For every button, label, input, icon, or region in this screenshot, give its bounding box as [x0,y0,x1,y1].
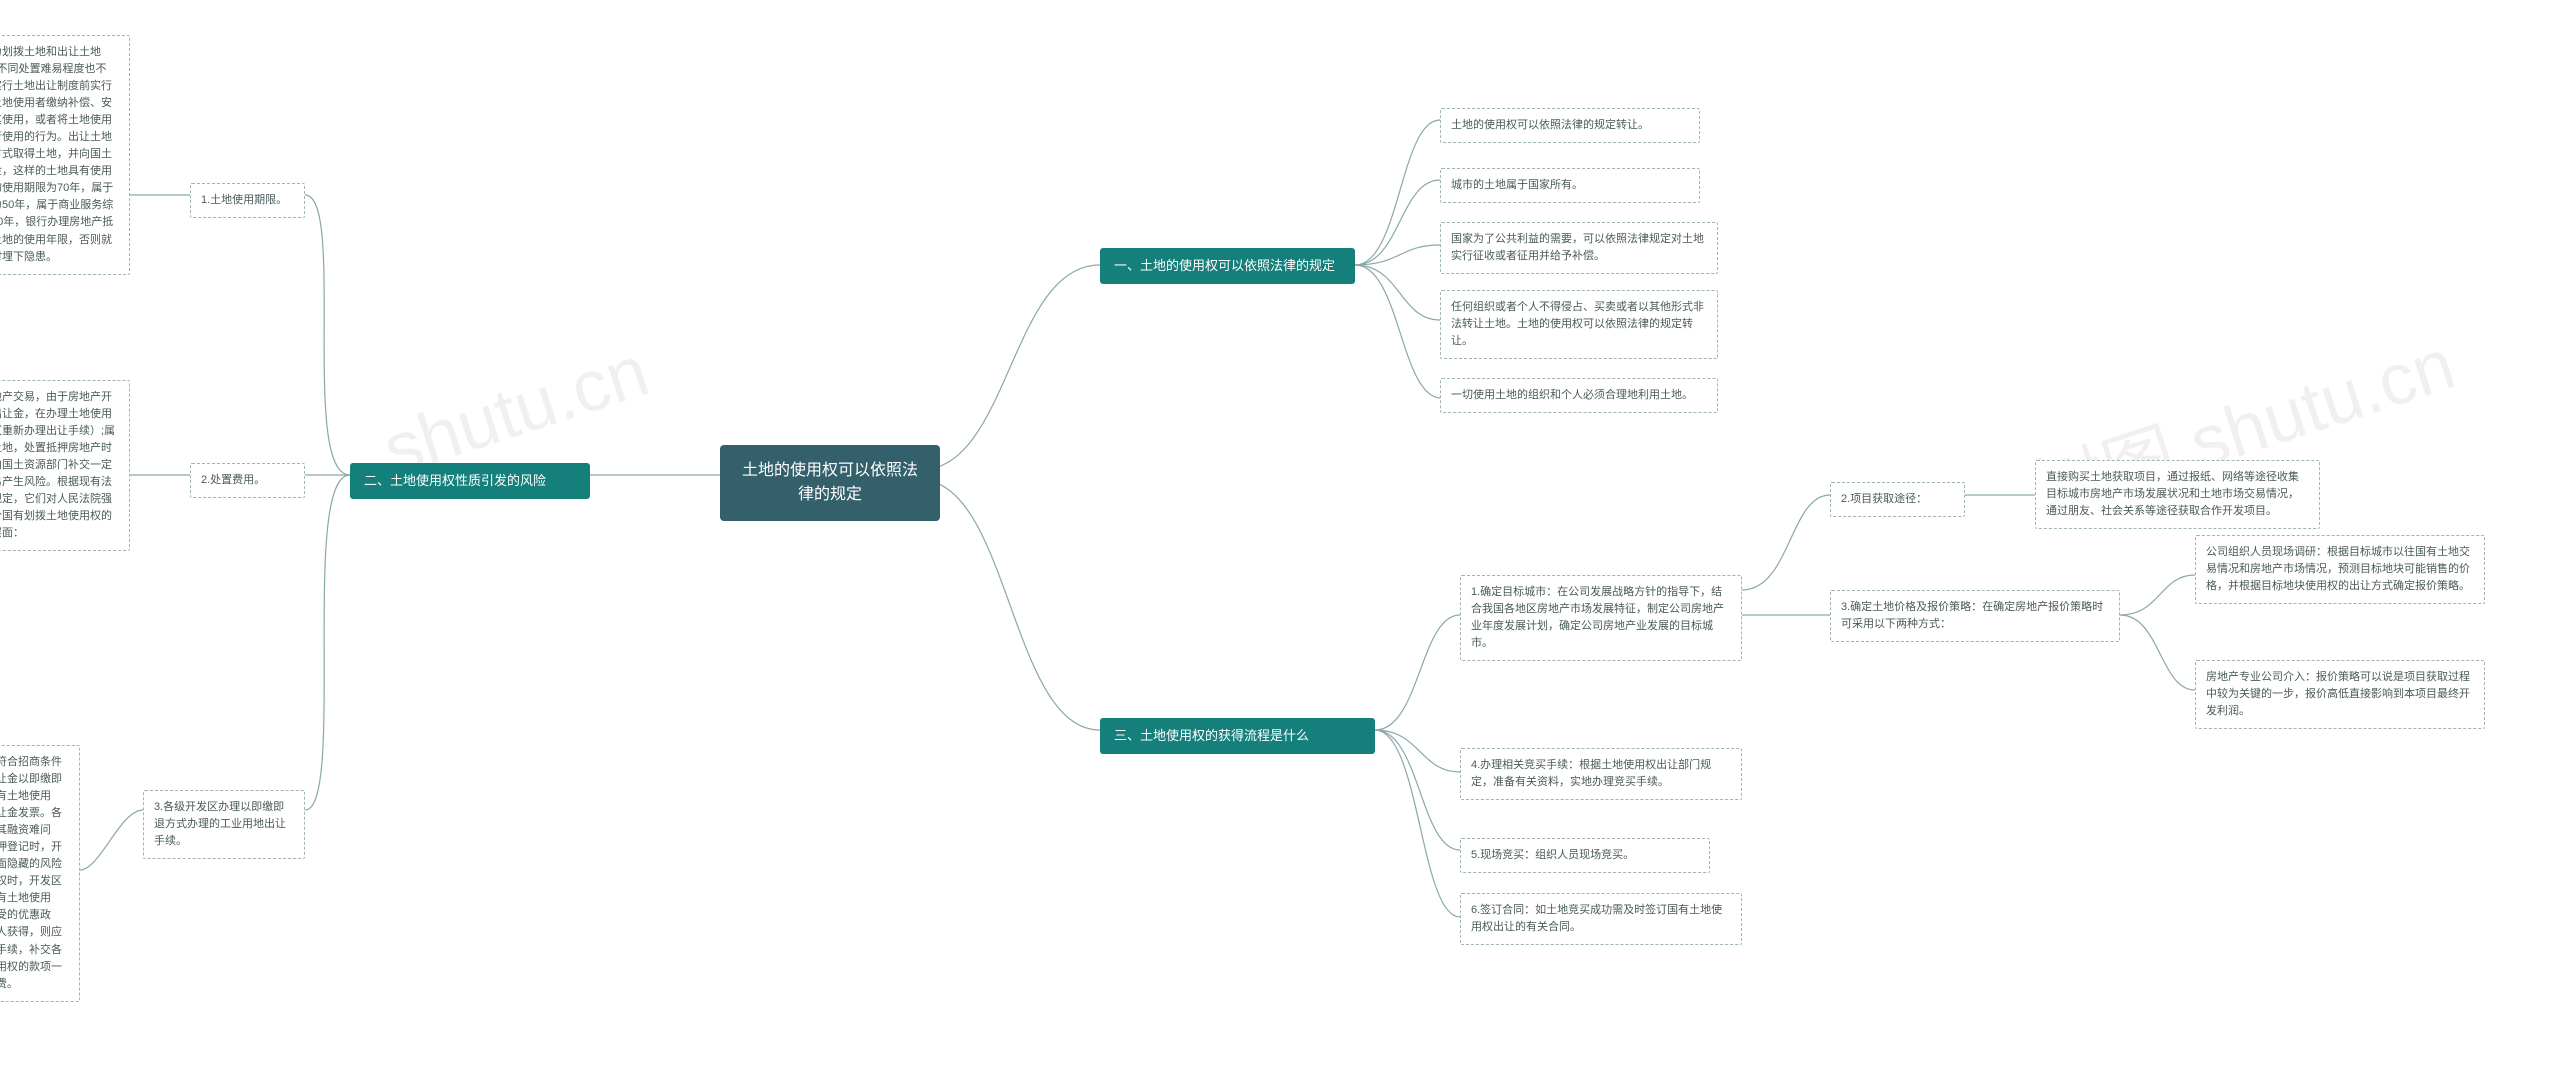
branch-left-1: 二、土地使用权性质引发的风险 [350,463,590,499]
leaf-l3-detail: 当前，各级开发区为吸引投资，凡符合招商条件的入园企业，国土部门基本土地出让金以即… [0,745,80,1002]
leaf-r2-4: 6.签订合同：如土地竞买成功需及时签订国有土地使用权出让的有关合同。 [1460,893,1742,945]
leaf-l1-label: 1.土地使用期限。 [190,183,305,218]
branch-right-2: 三、土地使用权的获得流程是什么 [1100,718,1375,754]
leaf-l1-detail: 我国目前的土地性质分为划拨土地和出让土地（租赁土地），土地性质不同处置难易程度也… [0,35,130,275]
root-node: 土地的使用权可以依照法律的规定 [720,445,940,521]
leaf-r2-1: 1.确定目标城市：在公司发展战略方针的指导下，结合我国各地区房地产市场发展特征，… [1460,575,1742,661]
leaf-r1-2: 城市的土地属于国家所有。 [1440,168,1700,203]
leaf-r2-1-s1: 2.项目获取途径： [1830,482,1965,517]
leaf-r2-1-s2: 3.确定土地价格及报价策略：在确定房地产报价策略时可采用以下两种方式： [1830,590,2120,642]
leaf-r1-4: 任何组织或者个人不得侵占、买卖或者以其他形式非法转让土地。土地的使用权可以依照法… [1440,290,1718,359]
leaf-l2-label: 2.处置费用。 [190,463,305,498]
leaf-r2-1-s1d: 直接购买土地获取项目，通过报纸、网络等途径收集目标城市房地产市场发展状况和土地市… [2035,460,2320,529]
leaf-r1-3: 国家为了公共利益的需要，可以依照法律规定对土地实行征收或者征用并给予补偿。 [1440,222,1718,274]
leaf-r2-2: 4.办理相关竞买手续：根据土地使用权出让部门规定，准备有关资料，实地办理竞买手续… [1460,748,1742,800]
leaf-r1-1: 土地的使用权可以依照法律的规定转让。 [1440,108,1700,143]
branch-right-1: 一、土地的使用权可以依照法律的规定 [1100,248,1355,284]
leaf-r2-3: 5.现场竞买：组织人员现场竞买。 [1460,838,1710,873]
connector-lines [0,0,2560,1091]
leaf-r2-1-s2b: 房地产专业公司介入：报价策略可以说是项目获取过程中较为关键的一步，报价高低直接影… [2195,660,2485,729]
leaf-l2-detail: 对于出让土地性质的房地产交易，由于房地产开发商此前已交纳了土地出让金，在办理土地… [0,380,130,551]
leaf-l3-label: 3.各级开发区办理以即缴即退方式办理的工业用地出让手续。 [143,790,305,859]
leaf-r2-1-s2a: 公司组织人员现场调研：根据目标城市以往国有土地交易情况和房地产市场情况，预测目标… [2195,535,2485,604]
leaf-r1-5: 一切使用土地的组织和个人必须合理地利用土地。 [1440,378,1718,413]
